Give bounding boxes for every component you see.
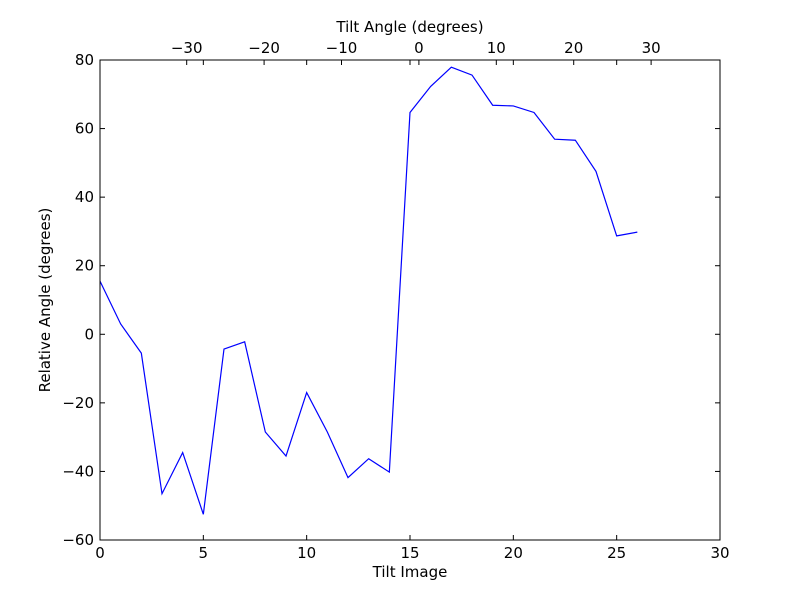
top-axis-tick-label: −20 [248,39,280,57]
x-tick-label: 0 [95,544,105,562]
y-tick-label: 60 [75,120,94,138]
top-axis-tick-label: −30 [171,39,203,57]
top-axis-tick-label: 0 [414,39,424,57]
x-tick-label: 5 [199,544,209,562]
x-tick-label: 25 [607,544,626,562]
y-tick-label: −40 [62,462,94,480]
top-axis-title: Tilt Angle (degrees) [335,18,483,36]
plot-frame [99,59,721,541]
y-tick-label: 80 [75,51,94,69]
x-tick-label: 20 [504,544,523,562]
x-tick-label: 30 [710,544,729,562]
top-axis-tick-label: 20 [564,39,583,57]
y-tick-label: 40 [75,188,94,206]
plot-area [100,60,720,540]
top-axis-tick-label: 10 [487,39,506,57]
series-line-0 [99,66,638,515]
y-tick-label: −20 [62,394,94,412]
tick-layer: 0 5 10 15 20 25 30 −60 −40 −20 0 20 40 60 80 −30 −20 −10 0… [62,39,729,562]
x-axis-title: Tilt Image [372,563,448,581]
y-tick-label: 20 [75,257,94,275]
y-tick-label: −60 [62,531,94,549]
top-axis-tick-label: −10 [326,39,358,57]
x-tick-label: 10 [297,544,316,562]
x-tick-label: 15 [400,544,419,562]
y-tick-label: 0 [84,325,94,343]
y-axis-title: Relative Angle (degrees) [36,208,54,393]
series-layer [99,66,638,515]
top-axis-tick-label: 30 [642,39,661,57]
